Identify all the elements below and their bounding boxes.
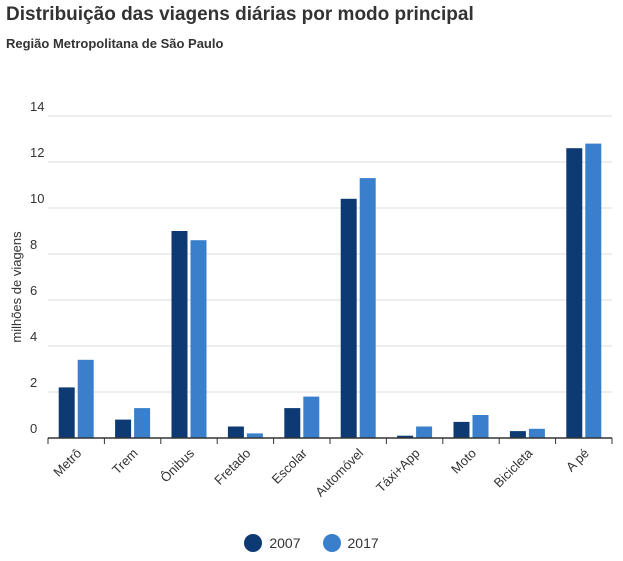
bar-2007-3 bbox=[227, 426, 244, 438]
x-tick-label-1: Trem bbox=[109, 446, 141, 478]
bar-2007-9 bbox=[566, 148, 583, 438]
bar-2007-8 bbox=[509, 431, 526, 438]
x-tick-label-3: Fretado bbox=[211, 446, 253, 488]
bar-2007-6 bbox=[397, 435, 414, 438]
legend-label-2017: 2017 bbox=[347, 535, 379, 551]
x-tick-label-2: Ônibus bbox=[157, 445, 197, 485]
chart-title: Distribuição das viagens diárias por mod… bbox=[6, 4, 474, 25]
y-tick-label-4: 4 bbox=[30, 329, 37, 344]
x-tick-label-5: Automóvel bbox=[312, 445, 366, 499]
y-tick-label-0: 0 bbox=[30, 421, 37, 436]
bar-2017-3 bbox=[246, 433, 263, 438]
bar-chart: 0 2 4 6 8 10 12 14 milhões de viagens Metrô Trem Ôn… bbox=[9, 99, 613, 500]
bar-2007-7 bbox=[453, 421, 470, 438]
x-tick-label-9: A pé bbox=[563, 446, 592, 475]
y-tick-label-8: 8 bbox=[30, 237, 37, 252]
bar-2017-1 bbox=[134, 408, 151, 438]
chart-subtitle: Região Metropolitana de São Paulo bbox=[6, 36, 224, 51]
bar-2017-5 bbox=[359, 178, 376, 438]
legend-swatch-2017 bbox=[322, 534, 341, 552]
x-tick-label-7: Moto bbox=[448, 446, 479, 477]
y-tick-label-10: 10 bbox=[30, 191, 44, 206]
legend-item-2007[interactable]: 2007 bbox=[244, 534, 301, 552]
bar-2017-2 bbox=[190, 240, 207, 438]
y-axis-title: milhões de viagens bbox=[9, 231, 24, 343]
bar-2007-4 bbox=[284, 408, 301, 438]
y-tick-label-6: 6 bbox=[30, 283, 37, 298]
bar-2007-5 bbox=[340, 198, 357, 438]
legend: 2007 2017 bbox=[0, 534, 623, 552]
bar-2017-4 bbox=[303, 396, 320, 438]
bar-2017-0 bbox=[77, 359, 94, 438]
bar-2017-6 bbox=[416, 426, 433, 438]
y-tick-label-12: 12 bbox=[30, 145, 44, 160]
x-tick-label-0: Metrô bbox=[50, 446, 84, 480]
y-tick-label-14: 14 bbox=[30, 99, 44, 114]
x-tick-label-4: Escolar bbox=[269, 445, 311, 487]
y-tick-label-2: 2 bbox=[30, 375, 37, 390]
bar-2017-7 bbox=[472, 415, 489, 438]
bar-2007-2 bbox=[171, 231, 188, 438]
x-tick-label-8: Bicicleta bbox=[491, 445, 536, 490]
legend-item-2017[interactable]: 2017 bbox=[322, 534, 379, 552]
bar-2017-8 bbox=[528, 428, 545, 438]
bar-2007-1 bbox=[115, 419, 132, 438]
legend-swatch-2007 bbox=[244, 534, 263, 552]
legend-label-2007: 2007 bbox=[269, 535, 301, 551]
x-tick-label-6: Táxi+App bbox=[373, 446, 423, 496]
bar-2017-9 bbox=[585, 143, 602, 438]
bar-2007-0 bbox=[58, 387, 75, 438]
